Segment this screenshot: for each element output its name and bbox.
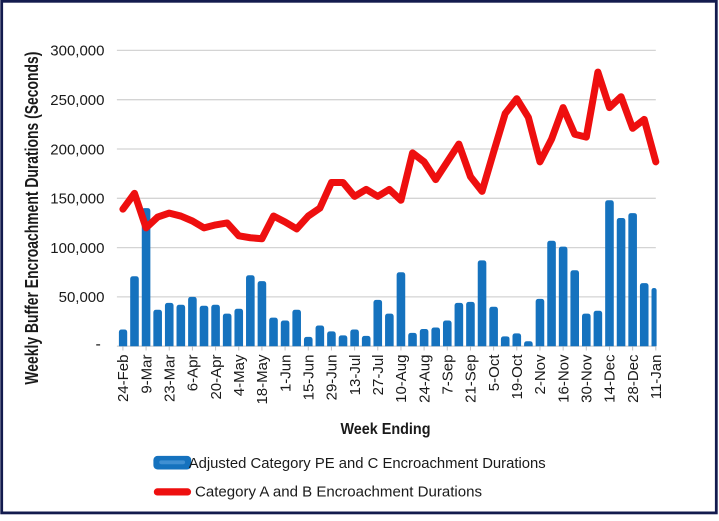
svg-text:10-Aug: 10-Aug	[393, 355, 410, 403]
svg-text:200,000: 200,000	[50, 141, 104, 158]
svg-text:28-Dec: 28-Dec	[625, 354, 642, 403]
svg-text:15-Jun: 15-Jun	[301, 355, 318, 401]
svg-text:Adjusted Category PE and C Enc: Adjusted Category PE and C Encroachment …	[189, 455, 546, 472]
svg-text:6-Apr: 6-Apr	[185, 355, 202, 392]
svg-text:18-May: 18-May	[254, 354, 271, 405]
svg-text:9-Mar: 9-Mar	[138, 354, 155, 393]
svg-text:21-Sep: 21-Sep	[463, 355, 480, 403]
svg-text:300,000: 300,000	[50, 43, 104, 60]
svg-text:Weekly Buffer Encroachment Dur: Weekly Buffer Encroachment Durations (Se…	[22, 52, 42, 385]
svg-text:-: -	[95, 336, 100, 353]
svg-text:7-Sep: 7-Sep	[440, 355, 457, 395]
svg-text:24-Feb: 24-Feb	[115, 355, 132, 403]
svg-text:Week Ending: Week Ending	[341, 421, 431, 438]
svg-text:16-Nov: 16-Nov	[555, 354, 572, 403]
svg-text:20-Apr: 20-Apr	[208, 355, 225, 400]
svg-text:11-Jan: 11-Jan	[648, 355, 665, 400]
svg-text:29-Jun: 29-Jun	[324, 355, 341, 401]
svg-text:1-Jun: 1-Jun	[277, 355, 294, 393]
svg-text:30-Nov: 30-Nov	[579, 354, 596, 403]
svg-text:13-Jul: 13-Jul	[347, 355, 364, 396]
svg-text:50,000: 50,000	[59, 289, 105, 306]
svg-text:150,000: 150,000	[50, 191, 104, 208]
svg-text:19-Oct: 19-Oct	[509, 354, 526, 400]
svg-text:Category A and B Encroachment: Category A and B Encroachment Durations	[195, 484, 482, 501]
svg-text:27-Jul: 27-Jul	[370, 355, 387, 396]
svg-text:2-Nov: 2-Nov	[532, 354, 549, 395]
svg-text:14-Dec: 14-Dec	[602, 354, 619, 403]
svg-text:100,000: 100,000	[50, 240, 104, 257]
svg-text:250,000: 250,000	[50, 92, 104, 109]
svg-text:24-Aug: 24-Aug	[416, 355, 433, 403]
svg-text:4-May: 4-May	[231, 354, 248, 396]
svg-text:23-Mar: 23-Mar	[161, 354, 178, 402]
svg-text:5-Oct: 5-Oct	[486, 354, 503, 392]
